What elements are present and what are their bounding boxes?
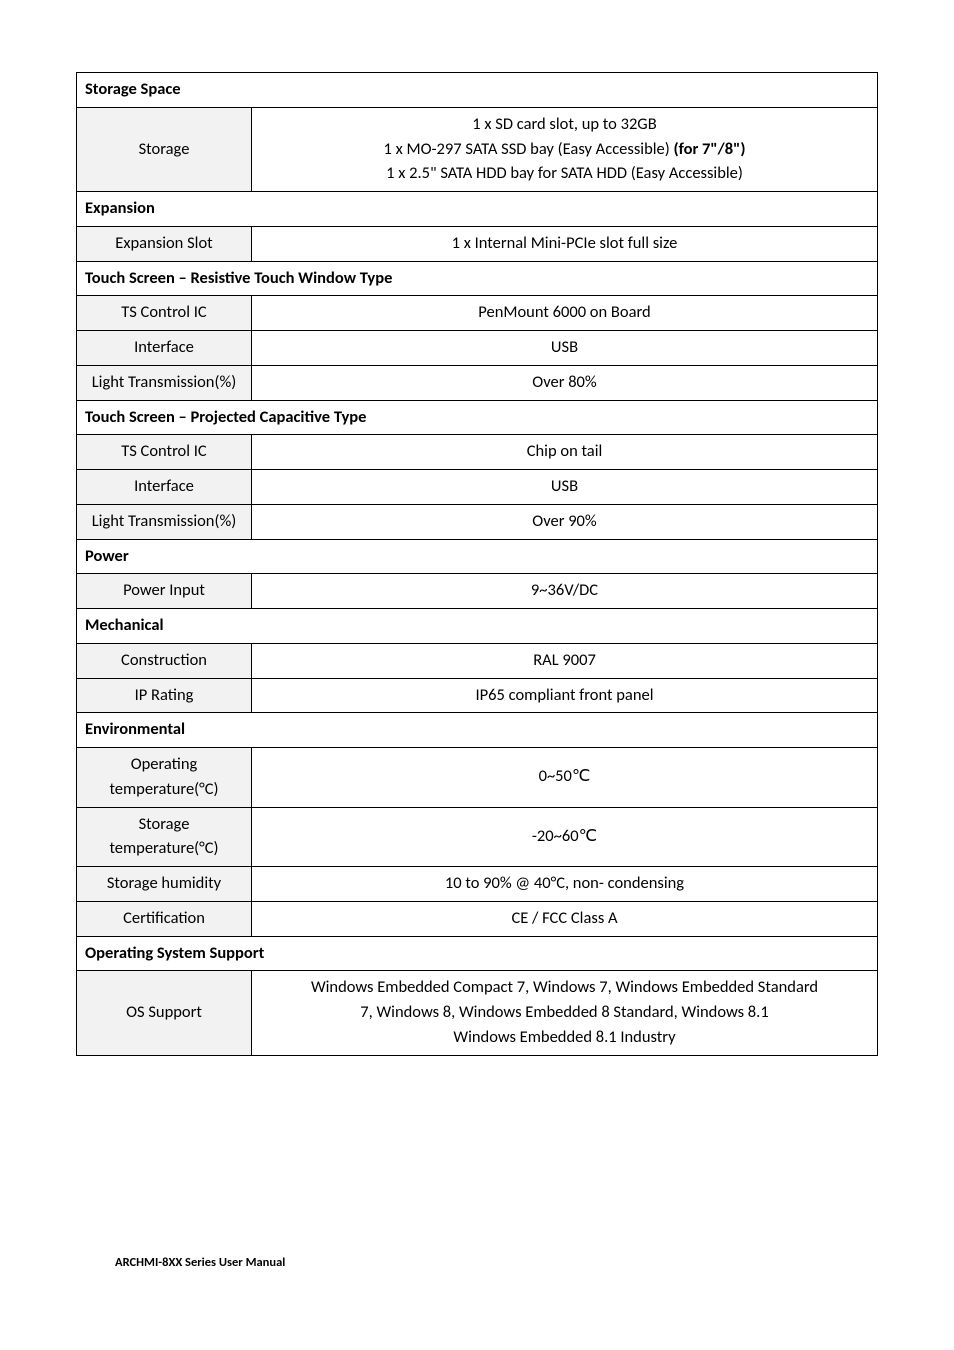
spec-value: IP65 compliant front panel bbox=[252, 678, 878, 713]
section-header: Storage Space bbox=[77, 73, 878, 108]
spec-value: USB bbox=[252, 470, 878, 505]
spec-value: 10 to 90% @ 40°C, non- condensing bbox=[252, 867, 878, 902]
spec-label: Light Transmission(%) bbox=[77, 504, 252, 539]
spec-value: CE / FCC Class A bbox=[252, 901, 878, 936]
spec-value: Windows Embedded Compact 7, Windows 7, W… bbox=[252, 971, 878, 1055]
spec-label: Interface bbox=[77, 331, 252, 366]
spec-value: -20~60℃ bbox=[252, 807, 878, 867]
spec-value: 1 x SD card slot, up to 32GB1 x MO-297 S… bbox=[252, 107, 878, 191]
section-header: Operating System Support bbox=[77, 936, 878, 971]
spec-value: 0~50℃ bbox=[252, 748, 878, 808]
footer-text: ARCHMI-8XX Series User Manual bbox=[115, 1255, 285, 1270]
section-header: Touch Screen – Resistive Touch Window Ty… bbox=[77, 261, 878, 296]
section-header: Mechanical bbox=[77, 609, 878, 644]
spec-label: Certification bbox=[77, 901, 252, 936]
spec-value-prefix: 1 x MO-297 SATA SSD bay (Easy Accessible… bbox=[384, 139, 674, 159]
spec-value: RAL 9007 bbox=[252, 643, 878, 678]
section-header: Expansion bbox=[77, 192, 878, 227]
spec-value-line: 1 x MO-297 SATA SSD bay (Easy Accessible… bbox=[260, 137, 869, 162]
spec-value-bold: (for 7"/8") bbox=[673, 139, 745, 159]
spec-value: 1 x Internal Mini-PCIe slot full size bbox=[252, 226, 878, 261]
section-header: Power bbox=[77, 539, 878, 574]
spec-label: Interface bbox=[77, 470, 252, 505]
spec-label: Storage bbox=[77, 107, 252, 191]
section-header: Touch Screen – Projected Capacitive Type bbox=[77, 400, 878, 435]
spec-value-line: 7, Windows 8, Windows Embedded 8 Standar… bbox=[260, 1000, 869, 1025]
spec-value-line: 1 x SD card slot, up to 32GB bbox=[260, 112, 869, 137]
spec-value: 9~36V/DC bbox=[252, 574, 878, 609]
spec-value: PenMount 6000 on Board bbox=[252, 296, 878, 331]
spec-label: Construction bbox=[77, 643, 252, 678]
spec-value-line: Windows Embedded Compact 7, Windows 7, W… bbox=[260, 975, 869, 1000]
spec-label: Expansion Slot bbox=[77, 226, 252, 261]
spec-value: USB bbox=[252, 331, 878, 366]
spec-value: Over 90% bbox=[252, 504, 878, 539]
spec-label: Power Input bbox=[77, 574, 252, 609]
spec-label: Storage temperature(°C) bbox=[77, 807, 252, 867]
spec-label: Operating temperature(°C) bbox=[77, 748, 252, 808]
spec-label: TS Control IC bbox=[77, 435, 252, 470]
spec-label: Light Transmission(%) bbox=[77, 365, 252, 400]
spec-label: OS Support bbox=[77, 971, 252, 1055]
section-header: Environmental bbox=[77, 713, 878, 748]
spec-label: Storage humidity bbox=[77, 867, 252, 902]
spec-label: TS Control IC bbox=[77, 296, 252, 331]
spec-value-line: Windows Embedded 8.1 Industry bbox=[260, 1025, 869, 1050]
spec-value: Chip on tail bbox=[252, 435, 878, 470]
spec-value-line: 1 x 2.5" SATA HDD bay for SATA HDD (Easy… bbox=[260, 161, 869, 186]
spec-table: Storage SpaceStorage1 x SD card slot, up… bbox=[76, 72, 878, 1056]
spec-label: IP Rating bbox=[77, 678, 252, 713]
spec-value: Over 80% bbox=[252, 365, 878, 400]
